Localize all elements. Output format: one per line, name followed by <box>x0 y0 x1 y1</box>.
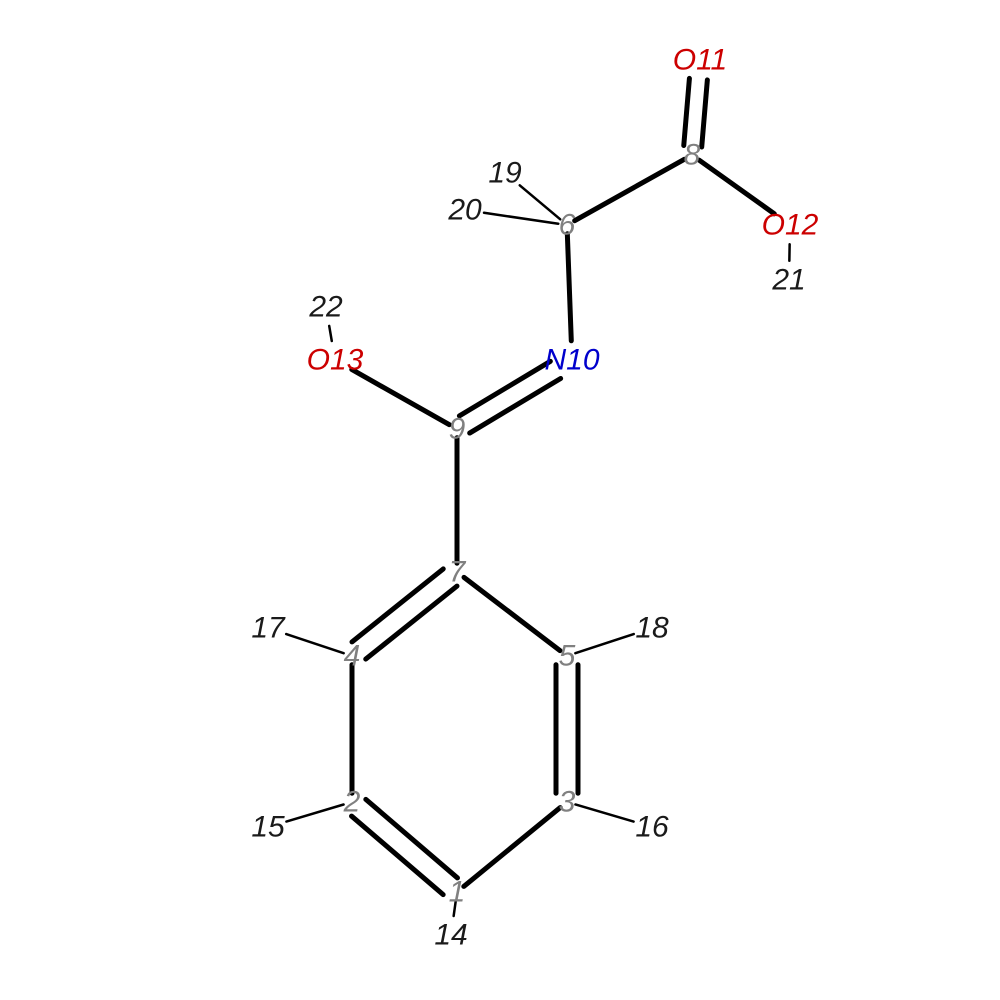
atom-label-3: 3 <box>559 786 576 819</box>
atom-label-9: 9 <box>449 413 466 446</box>
atom-label-6: 6 <box>559 209 576 242</box>
atom-label-18: 18 <box>635 612 669 645</box>
atom-label-2: 2 <box>343 786 361 819</box>
atom-label-1: 1 <box>449 876 466 909</box>
atom-label-21: 21 <box>771 264 805 297</box>
atom-label-16: 16 <box>635 811 669 844</box>
atom-label-12: O12 <box>762 209 819 242</box>
atom-label-15: 15 <box>251 811 285 844</box>
atom-label-20: 20 <box>447 194 482 227</box>
atom-label-7: 7 <box>449 556 467 589</box>
atom-label-4: 4 <box>344 640 361 673</box>
atom-label-19: 19 <box>488 157 522 190</box>
atom-label-13: O13 <box>307 344 364 377</box>
atom-label-14: 14 <box>434 919 467 952</box>
atom-label-22: 22 <box>308 291 343 324</box>
chemical-structure-diagram: 1 2 3 4 5 6 7 8 9 N10 O11 O12 O13 14 15 16 17 18 1920 21 22 <box>0 0 1000 1000</box>
atom-label-11: O11 <box>673 44 727 77</box>
atom-label-5: 5 <box>559 640 576 673</box>
atom-label-10: N10 <box>544 344 599 377</box>
atom-label-17: 17 <box>251 612 286 645</box>
atom-label-8: 8 <box>684 139 701 172</box>
